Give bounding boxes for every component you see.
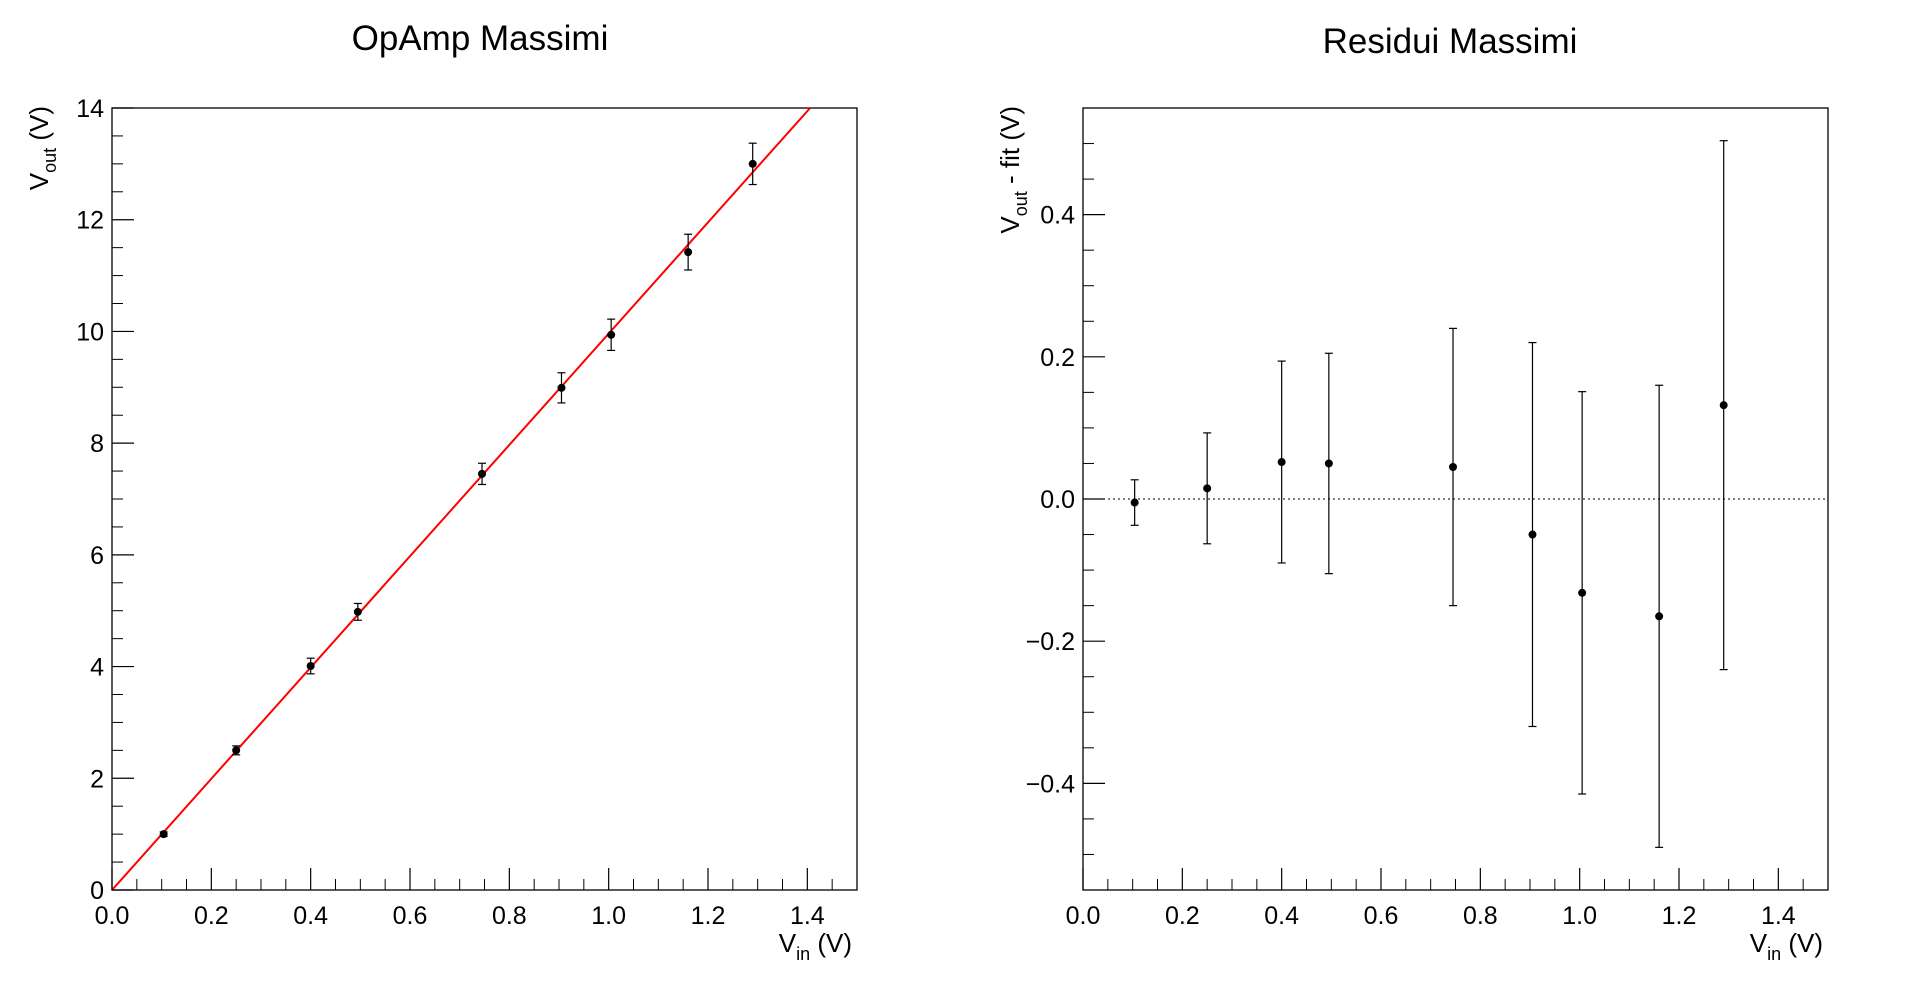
data-point: [1655, 384, 1664, 848]
x-label-sub: in: [796, 944, 810, 964]
point-marker: [1719, 401, 1728, 410]
data-point: [1324, 352, 1333, 575]
y-tick-label: 10: [76, 318, 104, 346]
y-tick-label: 14: [76, 95, 104, 123]
point-marker: [748, 159, 757, 168]
y-tick-label: 4: [90, 654, 104, 682]
point-marker: [353, 607, 362, 616]
y-label-unit: - fit (V): [995, 106, 1025, 191]
y-axis-ticks: 0 2 4 6 8 10 12 14: [76, 95, 134, 905]
data-point: [1130, 479, 1139, 526]
x-tick-label: 1.4: [790, 902, 825, 930]
point-marker: [232, 746, 241, 755]
y-tick-label: 6: [90, 542, 104, 570]
panel-opamp: OpAmp Massimi 0.0 0.2 0.4 0.6 0.8 1.0 1.2 1.4 0…: [24, 19, 858, 964]
x-tick-label: 1.2: [1662, 902, 1697, 930]
panel-residui: Residui Massimi 0.0 0.2 0.4 0.6 0.8 1.0 1.2 1.4…: [995, 22, 1829, 964]
x-tick-label: 1.2: [691, 902, 726, 930]
data-point: [1449, 327, 1458, 607]
y-tick-label: 12: [76, 207, 104, 235]
point-marker: [684, 248, 693, 257]
x-tick-label: 0.4: [293, 902, 328, 930]
data-point: [607, 318, 616, 352]
x-label-sub: in: [1767, 944, 1781, 964]
point-marker: [607, 330, 616, 339]
y-tick-label: −0.4: [1026, 770, 1075, 798]
chart-title: Residui Massimi: [1323, 22, 1578, 61]
x-axis-ticks: 0.0 0.2 0.4 0.6 0.8 1.0 1.2 1.4: [95, 868, 858, 930]
y-tick-label: 0.2: [1040, 344, 1075, 372]
y-label-sub: out: [40, 148, 60, 173]
x-tick-label: 1.0: [591, 902, 626, 930]
data-point: [1203, 432, 1212, 545]
y-tick-label: 0: [90, 877, 104, 905]
data-point: [748, 142, 757, 186]
data-point: [353, 602, 362, 621]
data-point: [684, 233, 693, 271]
data-point: [306, 657, 315, 675]
point-marker: [557, 383, 566, 392]
point-marker: [1578, 588, 1587, 597]
x-axis-ticks: 0.0 0.2 0.4 0.6 0.8 1.0 1.2 1.4: [1066, 868, 1829, 930]
x-tick-label: 0.2: [1165, 902, 1200, 930]
x-tick-label: 0.8: [1463, 902, 1498, 930]
y-tick-label: −0.2: [1026, 628, 1075, 656]
point-marker: [1449, 463, 1458, 472]
x-label-unit: (V): [1781, 928, 1823, 958]
fit-line: [111, 107, 811, 891]
plot-frame: [111, 107, 858, 891]
y-label-main: V: [995, 216, 1025, 234]
y-axis-ticks: −0.4 −0.2 0.0 0.2 0.4: [1026, 107, 1105, 891]
x-tick-label: 0.6: [1364, 902, 1399, 930]
y-label-sub: out: [1011, 191, 1031, 216]
x-tick-label: 0.8: [492, 902, 527, 930]
point-marker: [306, 662, 315, 671]
y-tick-label: 2: [90, 765, 104, 793]
point-marker: [159, 830, 168, 839]
y-tick-label: 8: [90, 430, 104, 458]
x-label-main: V: [1750, 928, 1768, 958]
x-axis-label: Vin (V): [1750, 928, 1823, 964]
x-label-main: V: [779, 928, 797, 958]
x-tick-label: 0.4: [1264, 902, 1299, 930]
x-tick-label: 1.4: [1761, 902, 1796, 930]
point-marker: [1277, 458, 1286, 467]
x-tick-label: 1.0: [1562, 902, 1597, 930]
point-marker: [1203, 484, 1212, 493]
point-marker: [1655, 612, 1664, 621]
data-point: [1719, 140, 1728, 671]
y-axis-label: Vout (V): [24, 106, 60, 190]
x-tick-label: 0.0: [95, 902, 130, 930]
data-point: [1528, 342, 1537, 728]
point-marker: [1324, 459, 1333, 468]
x-label-unit: (V): [810, 928, 852, 958]
point-marker: [1528, 530, 1537, 539]
data-point: [478, 462, 487, 486]
chart-title: OpAmp Massimi: [352, 19, 609, 58]
data-point: [1578, 391, 1587, 795]
data-point: [232, 745, 241, 756]
y-tick-label: 0.4: [1040, 202, 1075, 230]
data-points: [1130, 140, 1728, 848]
data-points: [159, 142, 757, 839]
y-label-unit: (V): [24, 106, 54, 148]
data-point: [557, 372, 566, 404]
data-point: [159, 830, 168, 839]
x-axis-label: Vin (V): [779, 928, 852, 964]
x-tick-label: 0.2: [194, 902, 229, 930]
y-label-main: V: [24, 172, 54, 190]
y-axis-label: Vout - fit (V): [995, 106, 1031, 234]
data-point: [1277, 360, 1286, 564]
y-tick-label: 0.0: [1040, 486, 1075, 514]
x-tick-label: 0.0: [1066, 902, 1101, 930]
point-marker: [478, 469, 487, 478]
point-marker: [1130, 498, 1139, 507]
x-tick-label: 0.6: [393, 902, 428, 930]
fit-layer: [111, 107, 811, 891]
